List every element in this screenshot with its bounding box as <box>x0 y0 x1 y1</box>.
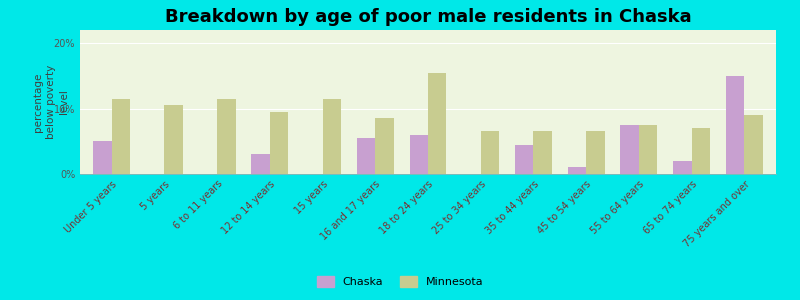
Bar <box>112 99 130 174</box>
Bar <box>357 138 375 174</box>
Bar <box>586 131 605 174</box>
Legend: Chaska, Minnesota: Chaska, Minnesota <box>313 271 487 291</box>
Bar <box>164 105 183 174</box>
Bar <box>322 99 341 174</box>
Bar <box>639 125 658 174</box>
Bar <box>692 128 710 174</box>
Y-axis label: percentage
below poverty
level: percentage below poverty level <box>33 65 69 139</box>
Bar <box>481 131 499 174</box>
Bar <box>410 135 428 174</box>
Bar <box>726 76 744 174</box>
Title: Breakdown by age of poor male residents in Chaska: Breakdown by age of poor male residents … <box>165 8 691 26</box>
Bar <box>375 118 394 174</box>
Bar <box>270 112 288 174</box>
Bar <box>534 131 552 174</box>
Bar <box>673 161 692 174</box>
Bar <box>568 167 586 174</box>
Bar <box>251 154 270 174</box>
Bar <box>217 99 235 174</box>
Bar <box>621 125 639 174</box>
Bar <box>93 141 112 174</box>
Bar <box>515 145 534 174</box>
Bar <box>428 73 446 174</box>
Bar <box>744 115 763 174</box>
